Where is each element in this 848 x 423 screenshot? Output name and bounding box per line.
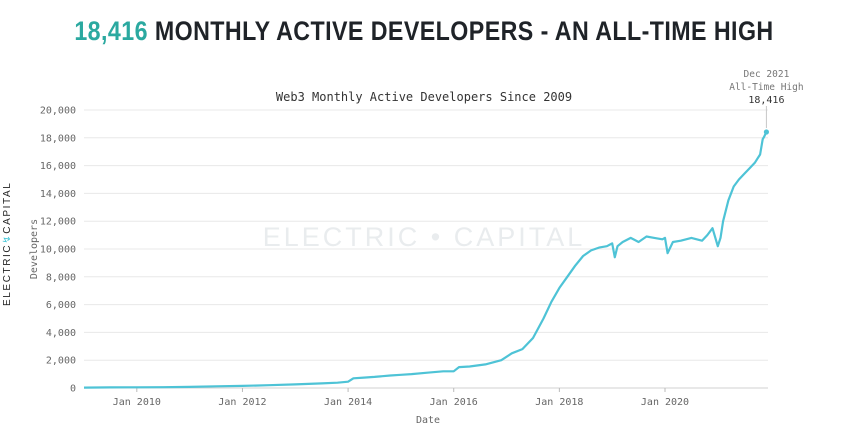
y-tick-label: 8,000	[46, 272, 76, 283]
y-tick-label: 16,000	[40, 161, 76, 172]
x-tick-label: Jan 2014	[324, 397, 372, 408]
y-tick-label: 4,000	[46, 328, 76, 339]
y-tick-label: 14,000	[40, 189, 76, 200]
y-tick-label: 12,000	[40, 217, 76, 228]
y-axis: 0 2,000 4,000 6,000 8,000 10,000 12,000 14,000 1…	[40, 106, 76, 395]
y-tick-label: 6,000	[46, 300, 76, 311]
annotation-date: Dec 2021	[744, 69, 790, 80]
grid-lines	[84, 109, 768, 389]
x-tick-label: Jan 2012	[218, 397, 266, 408]
y-tick-label: 0	[70, 384, 76, 395]
x-tick-label: Jan 2018	[535, 397, 583, 408]
x-axis-label: Date	[416, 415, 440, 423]
x-tick-label: Jan 2010	[113, 397, 161, 408]
y-tick-label: 2,000	[46, 356, 76, 367]
annotation-point	[763, 129, 770, 135]
series-line-developers	[83, 131, 768, 389]
y-tick-label: 10,000	[40, 245, 76, 256]
y-tick-label: 18,000	[40, 133, 76, 144]
x-tick-label: Jan 2016	[430, 397, 478, 408]
watermark: ELECTRIC • CAPITAL	[263, 222, 586, 252]
annotation-value: 18,416	[748, 95, 784, 106]
x-tick-label: Jan 2020	[641, 397, 689, 408]
chart-title: Web3 Monthly Active Developers Since 200…	[276, 90, 572, 104]
annotation-label: All-Time High	[729, 82, 803, 93]
x-axis: Jan 2010 Jan 2012 Jan 2014 Jan 2016 Jan 2018…	[113, 388, 689, 408]
peak-annotation: Dec 2021 All-Time High 18,416	[729, 69, 804, 135]
headline-text: MONTHLY ACTIVE DEVELOPERS - AN ALL-TIME …	[147, 16, 774, 46]
y-axis-label: Developers	[29, 219, 40, 279]
y-tick-label: 20,000	[40, 106, 76, 117]
headline-number: 18,416	[74, 16, 148, 46]
headline: 18,416 MONTHLY ACTIVE DEVELOPERS - AN AL…	[59, 16, 788, 47]
